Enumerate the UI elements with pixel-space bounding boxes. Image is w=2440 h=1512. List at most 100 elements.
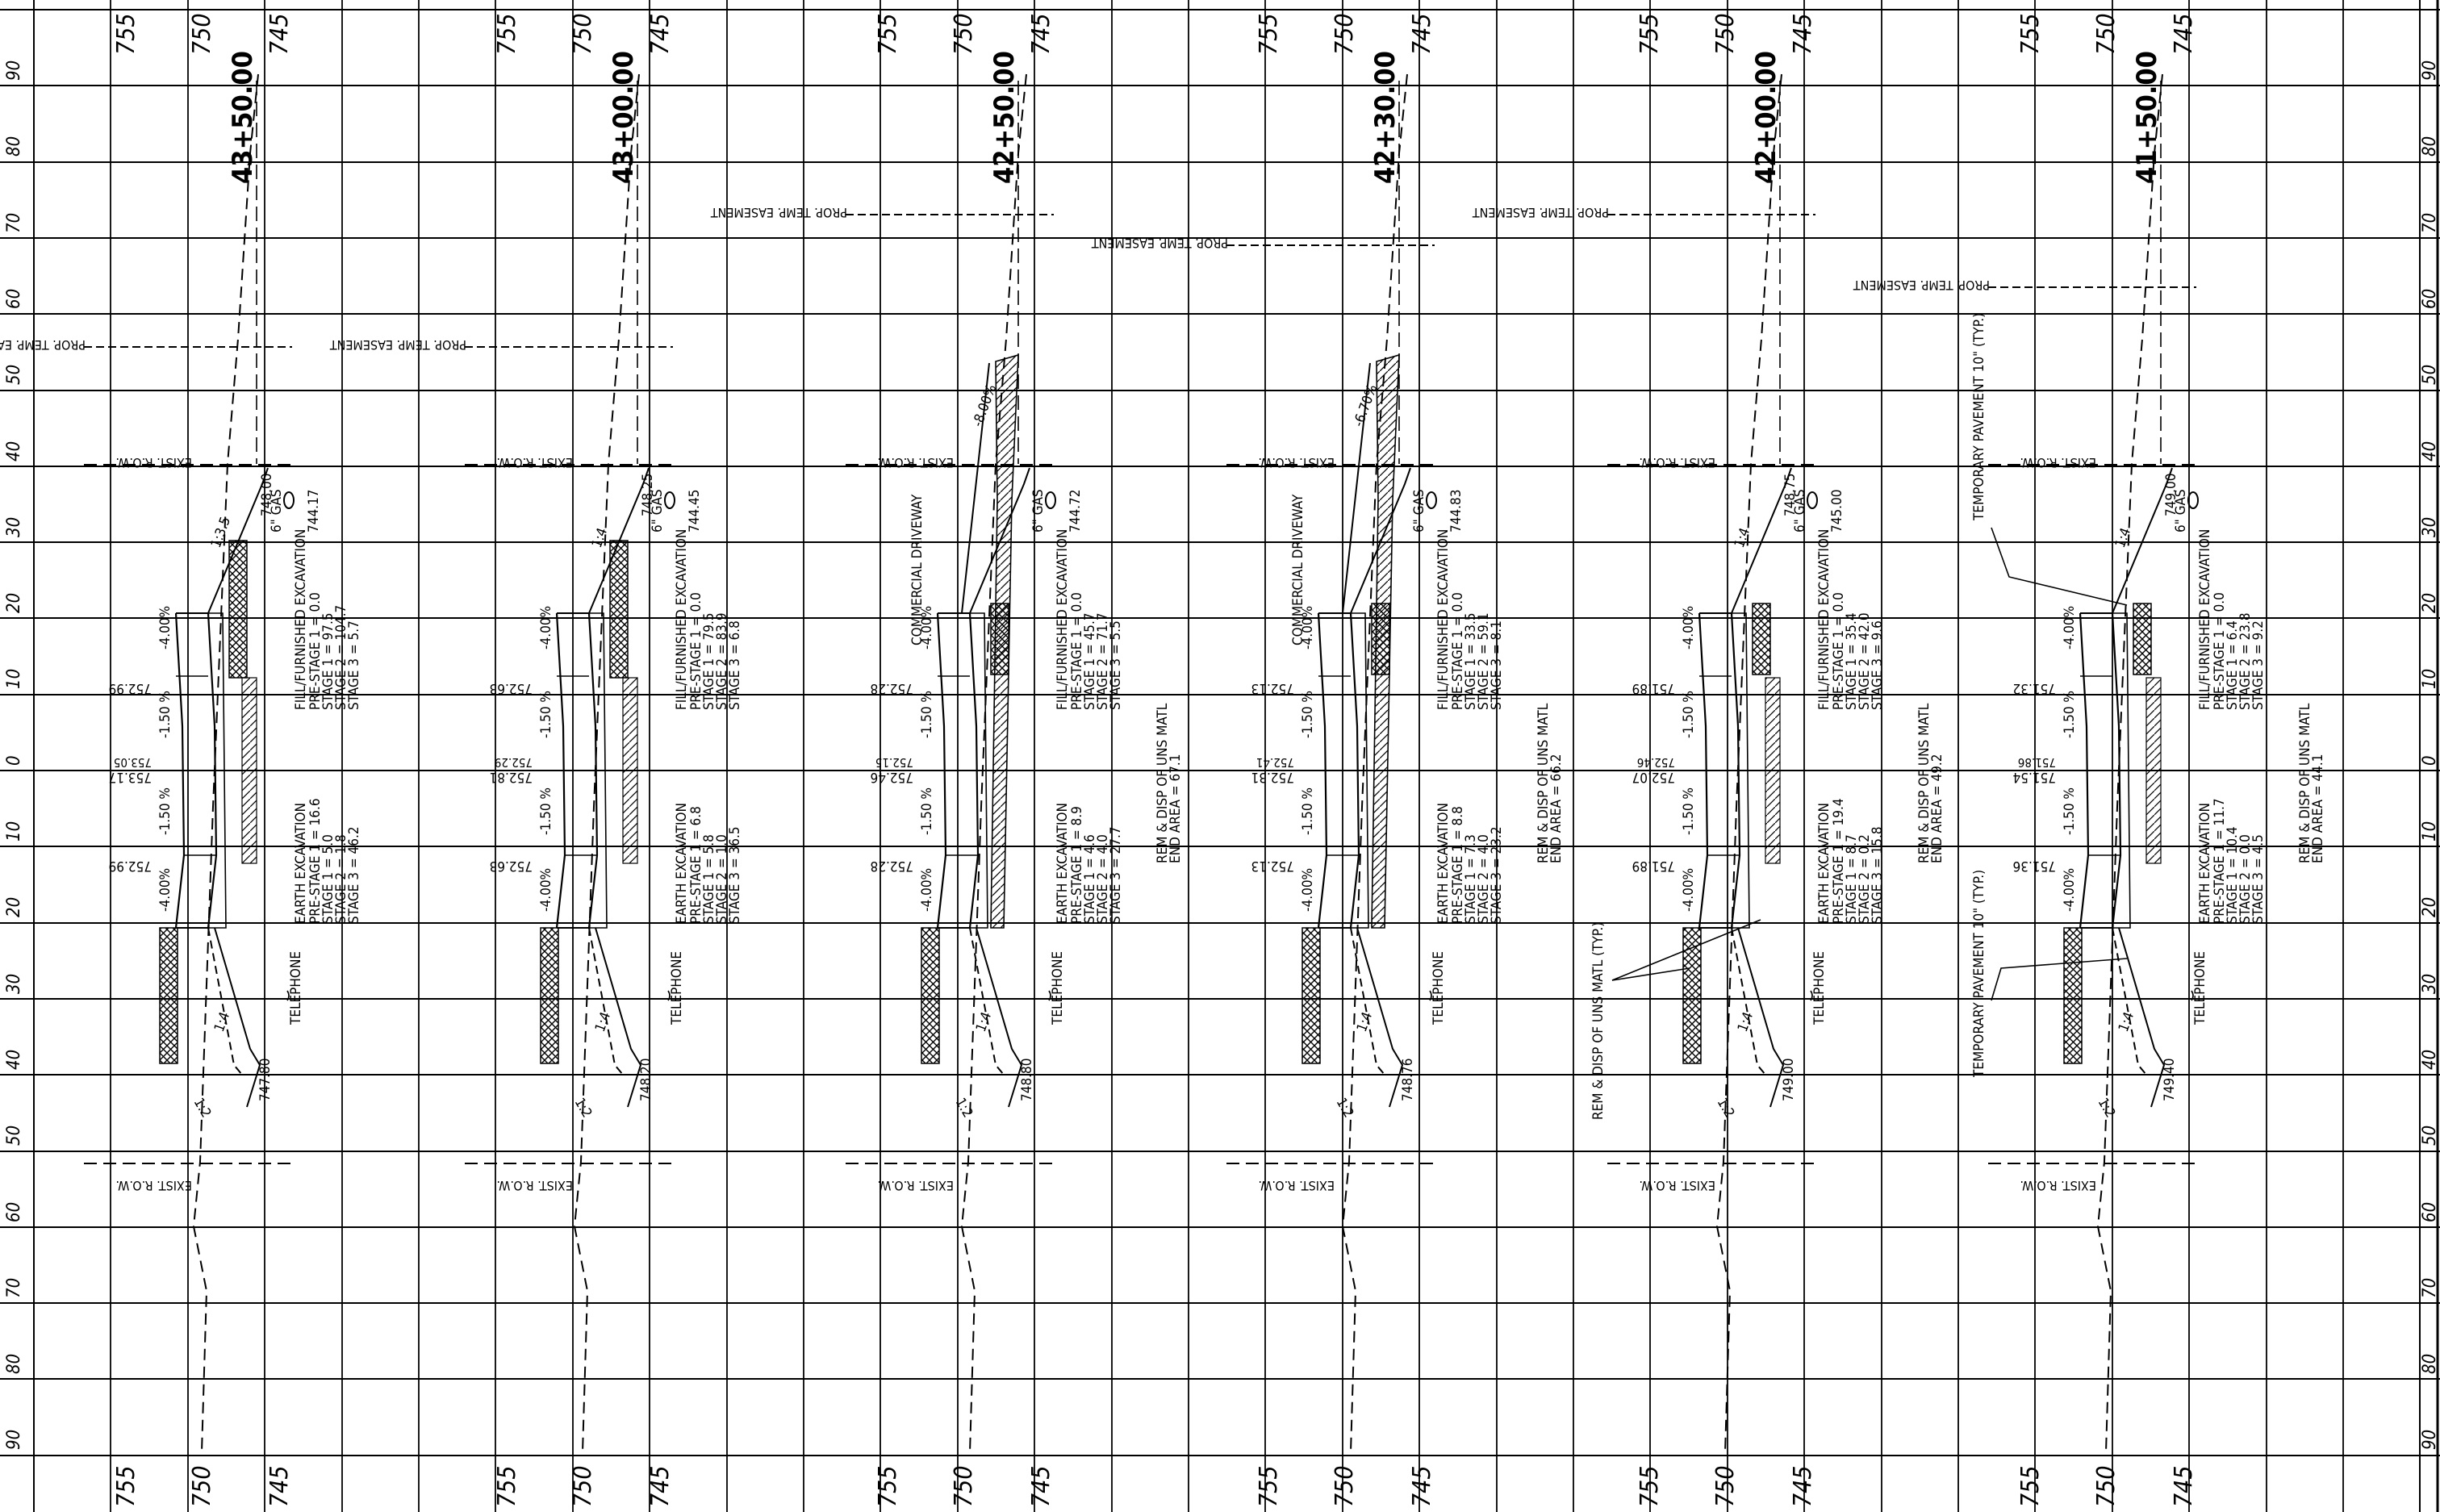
offset-label-right: 80 bbox=[2420, 136, 2440, 157]
rem-disp-line: END AREA = 66.2 bbox=[1548, 754, 1565, 863]
earth-excavation-line: STAGE 1 = 8.7 bbox=[1844, 834, 1860, 924]
fill-excavation-title: FILL/FURNISHED EXCAVATION bbox=[674, 529, 690, 710]
elevation-label-top: 750 bbox=[188, 13, 216, 55]
removal-hatch-top bbox=[609, 540, 629, 679]
prop-temp-easement-label: PROP. TEMP. EASEMENT bbox=[1853, 278, 1990, 293]
telephone-label: TELEPHONE bbox=[1811, 951, 1828, 1025]
fore-slope-top bbox=[2112, 467, 2173, 614]
offset-label-left: 40 bbox=[4, 441, 24, 462]
center-slope-label-top: -1.50 % bbox=[157, 691, 173, 738]
pavement-edge-left bbox=[1698, 612, 1709, 929]
pavement-edge-right bbox=[2111, 612, 2122, 929]
fill-excavation-line: STAGE 2 = 71.7 bbox=[1095, 612, 1111, 710]
fill-excavation-line: STAGE 2 = 59.1 bbox=[1476, 612, 1492, 710]
fill-excavation-line: STAGE 1 = 33.5 bbox=[1463, 612, 1479, 710]
prop-temp-easement-label: PROP. TEMP. EASEMENT bbox=[1092, 236, 1228, 251]
center-slope-label-bottom: -1.50 % bbox=[1681, 787, 1697, 835]
offset-label-right: 20 bbox=[2420, 897, 2440, 917]
elevation-label-top: 745 bbox=[1789, 13, 1817, 55]
cross-sections: 755 755 750 750 745 745 43+50.00 PROP. TEMP. EA… bbox=[0, 13, 2326, 1507]
offset-label-right: 30 bbox=[2420, 974, 2440, 994]
fill-excavation-line: STAGE 3 = 5.5 bbox=[1108, 620, 1124, 710]
offset-label-left: 30 bbox=[4, 517, 24, 537]
offset-label-right: 90 bbox=[2420, 61, 2440, 81]
telephone-label: TELEPHONE bbox=[1431, 951, 1447, 1025]
fill-excavation-title: FILL/FURNISHED EXCAVATION bbox=[293, 529, 309, 710]
offset-label-right: 60 bbox=[2420, 1202, 2440, 1222]
offset-label-left: 40 bbox=[4, 1050, 24, 1070]
removal-hatch-top bbox=[1752, 603, 1771, 675]
removal-hatch-bottom bbox=[1301, 927, 1321, 1064]
pavement-edge-left bbox=[555, 612, 566, 929]
elevation-slope-bottom: 748.20 bbox=[638, 1059, 654, 1102]
gas-main-marker bbox=[1426, 491, 1437, 509]
elevation-centerline-b: 752.29 bbox=[495, 755, 533, 770]
earth-excavation-line: PRE-STAGE 1 = 11.7 bbox=[2212, 798, 2228, 924]
pavement-note-leader bbox=[1991, 958, 2128, 1001]
offset-label-left: 90 bbox=[4, 1430, 24, 1450]
earth-excavation-line: STAGE 2 = 0.0 bbox=[2237, 834, 2254, 924]
elevation-edge-top: 751.89 bbox=[1632, 680, 1676, 696]
fill-excavation-line: PRE-STAGE 1 = 0.0 bbox=[1450, 592, 1466, 710]
center-slope-label-top: -1.50 % bbox=[919, 691, 935, 738]
offset-label-right: 10 bbox=[2420, 821, 2440, 842]
elevation-ground: 744.17 bbox=[306, 490, 322, 533]
pavement-edge-left bbox=[2079, 612, 2090, 929]
rem-disp-line: REM & DISP OF UNS MATL bbox=[2297, 703, 2313, 863]
existing-ground-line bbox=[2096, 73, 2163, 1453]
elevation-label-top: 750 bbox=[569, 13, 597, 55]
back-slope-bottom bbox=[207, 927, 243, 1076]
earth-excavation-title: EARTH EXCAVATION bbox=[293, 803, 309, 924]
elevation-label-top: 755 bbox=[1255, 13, 1283, 55]
removal-hatch-bottom bbox=[159, 927, 178, 1064]
offset-label-left: 60 bbox=[4, 289, 24, 309]
elevation-edge-bottom: 751.89 bbox=[1632, 858, 1676, 874]
existing-ground-line bbox=[573, 73, 640, 1453]
elevation-label-bottom: 750 bbox=[2092, 1465, 2120, 1507]
station-label: 43+00.00 bbox=[608, 51, 640, 184]
pavement-edge-left bbox=[174, 612, 186, 929]
elevation-label-bottom: 745 bbox=[2170, 1465, 2198, 1507]
elevation-label-bottom: 755 bbox=[112, 1465, 140, 1507]
elevation-slope-bottom: 748.80 bbox=[1019, 1059, 1035, 1102]
existing-ground-line bbox=[1715, 73, 1782, 1453]
center-slope-label-bottom: -1.50 % bbox=[157, 787, 173, 835]
elevation-label-top: 745 bbox=[646, 13, 675, 55]
telephone-label: TELEPHONE bbox=[669, 951, 685, 1025]
rem-disp-line: END AREA = 49.2 bbox=[1929, 754, 1945, 863]
earth-excavation-line: STAGE 1 = 10.4 bbox=[2225, 826, 2241, 924]
elevation-slope-bottom: 749.00 bbox=[1781, 1059, 1797, 1102]
rem-disp-line: REM & DISP OF UNS MATL bbox=[1155, 703, 1171, 863]
exist-row-label-top: EXIST. R.O.W. bbox=[2020, 455, 2096, 470]
offset-label-right: 80 bbox=[2420, 1354, 2440, 1374]
earth-excavation-line: STAGE 2 = 4.0 bbox=[1095, 834, 1111, 924]
fill-excavation-line: STAGE 2 = 104.7 bbox=[333, 605, 349, 710]
shoulder-slope-label-bottom: -4.00% bbox=[1300, 868, 1316, 912]
offset-label-left: 20 bbox=[4, 897, 24, 917]
offset-label-right: 90 bbox=[2420, 1430, 2440, 1450]
elevation-label-bottom: 750 bbox=[1711, 1465, 1740, 1507]
offset-label-left: 0 bbox=[4, 755, 24, 766]
elevation-label-top: 755 bbox=[1636, 13, 1664, 55]
removal-hatch-top bbox=[228, 540, 248, 679]
station-label: 42+00.00 bbox=[1750, 51, 1782, 184]
elevation-edge-bottom: 751.36 bbox=[2013, 858, 2057, 874]
elevation-label-bottom: 745 bbox=[1408, 1465, 1436, 1507]
fill-excavation-title: FILL/FURNISHED EXCAVATION bbox=[1816, 529, 1832, 710]
earth-excavation-line: STAGE 3 = 4.5 bbox=[2250, 834, 2267, 924]
gas-main-marker bbox=[664, 491, 675, 509]
fore-slope-bottom bbox=[1737, 927, 1785, 1108]
offset-label-left: 30 bbox=[4, 974, 24, 994]
station-label: 43+50.00 bbox=[227, 51, 259, 184]
earth-excavation-line: PRE-STAGE 1 = 19.4 bbox=[1831, 798, 1847, 924]
exist-row-label-top: EXIST. R.O.W. bbox=[115, 455, 192, 470]
center-slope-label-bottom: -1.50 % bbox=[538, 787, 554, 835]
pavement-edge-right bbox=[968, 612, 980, 929]
fill-excavation-line: STAGE 1 = 35.4 bbox=[1844, 612, 1860, 710]
telephone-label: TELEPHONE bbox=[1050, 951, 1066, 1025]
fill-excavation-title: FILL/FURNISHED EXCAVATION bbox=[1435, 529, 1452, 710]
elevation-ground: 744.45 bbox=[687, 490, 703, 533]
elevation-label-top: 745 bbox=[2170, 13, 2198, 55]
